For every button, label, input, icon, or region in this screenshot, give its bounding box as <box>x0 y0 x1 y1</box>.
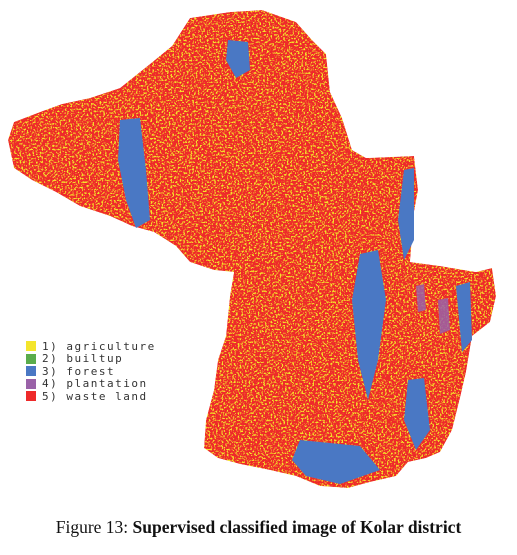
legend-label: 1) agriculture <box>42 339 156 353</box>
waste-land-swatch <box>26 391 36 402</box>
forest-swatch <box>26 366 36 377</box>
legend-item-builtup: 2) builtup <box>26 352 156 366</box>
legend: 1) agriculture 2) builtup 3) forest 4) p… <box>26 340 156 403</box>
legend-item-forest: 3) forest <box>26 365 156 378</box>
caption-label: Figure 13: <box>55 517 129 537</box>
caption-text: Supervised classified image of Kolar dis… <box>132 517 462 537</box>
plantation-zones <box>416 284 450 334</box>
forest-patch <box>352 250 386 400</box>
legend-item-waste-land: 5) waste land <box>26 390 156 403</box>
forest-patch <box>226 40 250 78</box>
forest-zones <box>118 40 472 484</box>
legend-label: 5) waste land <box>42 389 148 403</box>
forest-patch <box>404 378 430 450</box>
figure-caption: Figure 13: Supervised classified image o… <box>0 517 517 538</box>
forest-patch <box>292 440 380 484</box>
legend-label: 4) plantation <box>42 377 148 391</box>
agriculture-swatch <box>26 341 36 352</box>
forest-patch <box>398 168 414 260</box>
plantation-patch <box>416 284 426 312</box>
legend-item-plantation: 4) plantation <box>26 377 156 391</box>
plantation-swatch <box>26 378 36 389</box>
forest-patch <box>456 282 472 352</box>
forest-patch <box>118 118 150 228</box>
plantation-patch <box>438 298 450 334</box>
classified-map <box>8 10 496 488</box>
legend-label: 3) forest <box>42 364 116 378</box>
legend-label: 2) builtup <box>42 352 124 366</box>
legend-item-agriculture: 1) agriculture <box>26 340 156 353</box>
builtup-swatch <box>26 353 36 364</box>
